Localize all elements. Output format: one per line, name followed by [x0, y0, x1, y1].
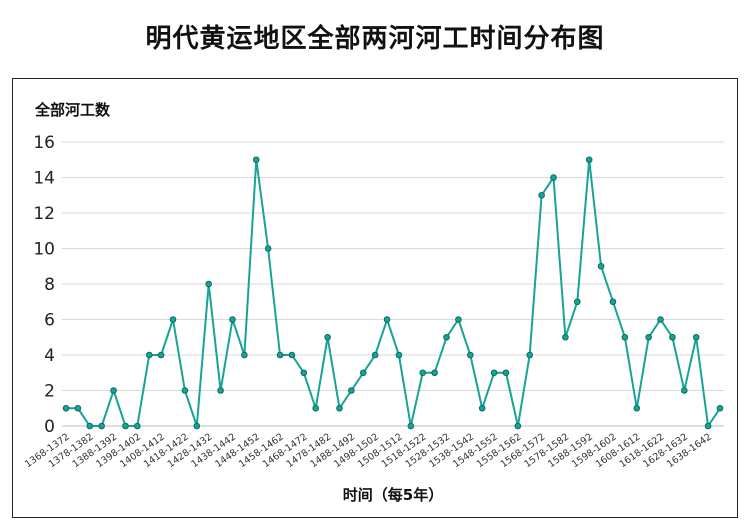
data-point: [324, 333, 331, 341]
data-point: [609, 298, 617, 306]
data-point: [419, 369, 427, 377]
data-point: [502, 369, 510, 377]
data-point: [585, 156, 593, 164]
chart-title: 明代黄运地区全部两河河工时间分布图: [145, 24, 605, 54]
data-point: [716, 404, 724, 412]
data-point: [395, 351, 403, 359]
series-points: [62, 156, 724, 430]
data-point: [134, 422, 141, 430]
data-point: [621, 333, 629, 341]
data-point: [371, 351, 379, 359]
data-point: [526, 351, 534, 359]
data-point: [264, 245, 272, 252]
y-tick-label: 4: [44, 346, 55, 366]
y-tick-labels: 0 2 4 6 8 10 12 14 16: [33, 133, 55, 437]
data-point: [217, 387, 224, 394]
data-point: [574, 298, 581, 306]
data-point: [704, 422, 712, 430]
data-point: [348, 387, 355, 394]
data-point: [455, 316, 462, 323]
data-point: [681, 387, 688, 394]
data-point: [692, 333, 700, 341]
data-point: [443, 333, 450, 341]
y-tick-label: 10: [33, 240, 55, 260]
data-point: [74, 404, 82, 412]
data-point: [193, 422, 201, 430]
y-tick-label: 16: [33, 133, 55, 153]
data-point: [383, 316, 391, 323]
series-line: [66, 159, 721, 429]
data-point: [145, 351, 153, 359]
data-point: [538, 191, 545, 199]
y-tick-label: 14: [33, 169, 55, 189]
data-point: [490, 369, 498, 377]
data-point: [478, 404, 486, 412]
data-point: [597, 262, 605, 270]
y-tick-label: 12: [33, 204, 55, 224]
y-tick-label: 2: [44, 382, 55, 402]
data-point: [431, 369, 438, 377]
y-tick-label: 6: [44, 311, 55, 331]
data-point: [407, 422, 415, 430]
data-point: [98, 422, 105, 430]
data-point: [514, 422, 522, 430]
data-point: [110, 387, 117, 394]
data-point: [288, 351, 296, 359]
data-point: [157, 351, 165, 359]
data-point: [466, 351, 474, 359]
y-tick-label: 0: [44, 417, 55, 437]
data-point: [550, 174, 557, 181]
data-point: [336, 404, 343, 412]
data-point: [276, 351, 284, 359]
data-point: [122, 422, 129, 430]
data-point: [562, 333, 569, 341]
data-point: [229, 316, 236, 323]
data-point: [169, 316, 177, 323]
data-point: [312, 404, 320, 412]
data-point: [657, 316, 664, 323]
data-point: [241, 351, 248, 359]
data-point: [205, 280, 212, 288]
grid-lines: [62, 141, 724, 427]
x-axis-label: 时间（每5年）: [343, 486, 443, 504]
data-point: [669, 333, 676, 341]
data-point: [645, 333, 652, 341]
data-point: [300, 369, 308, 377]
data-point: [181, 387, 189, 394]
y-tick-label: 8: [44, 275, 55, 295]
y-axis-label: 全部河工数: [34, 101, 111, 119]
data-point: [359, 369, 367, 377]
data-point: [252, 156, 260, 164]
x-tick-labels: 1368-13721378-13821388-13921398-14021408…: [23, 431, 714, 470]
data-point: [62, 404, 70, 412]
data-point: [633, 404, 641, 412]
data-point: [86, 422, 94, 430]
chart-frame: [12, 78, 738, 518]
